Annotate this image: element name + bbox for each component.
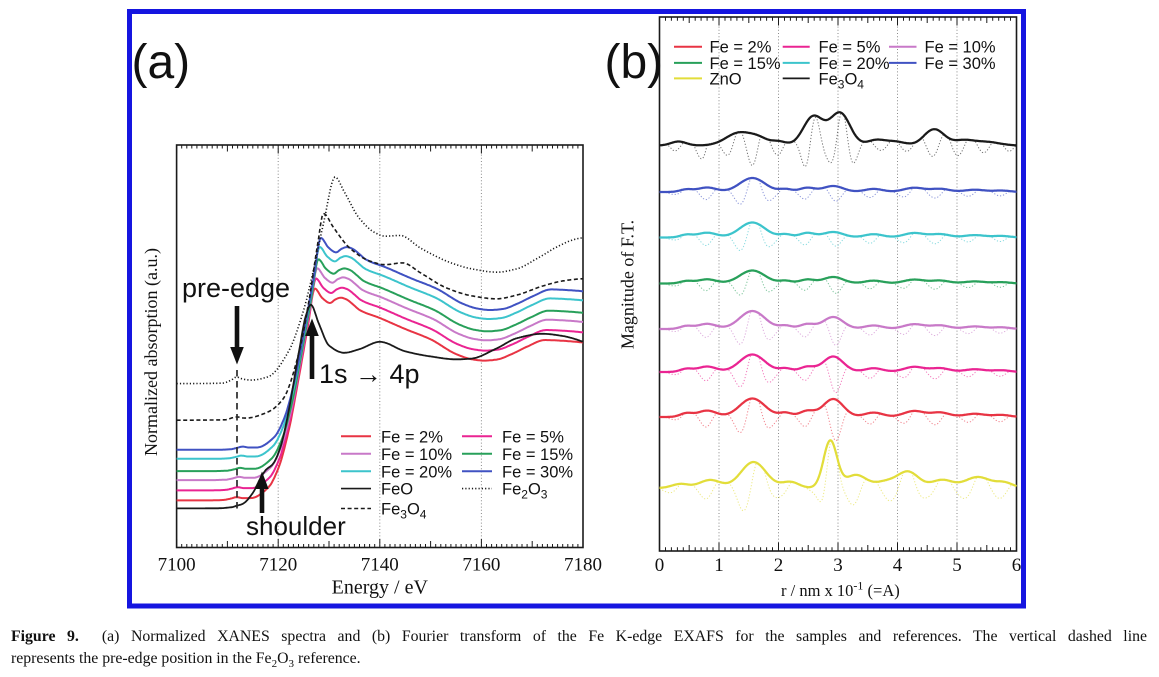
svg-text:Fe = 20%: Fe = 20% [819,55,890,73]
svg-text:r / nm x 10-1 (=A): r / nm x 10-1 (=A) [781,579,900,601]
svg-text:7120: 7120 [259,555,297,576]
svg-text:Fe = 5%: Fe = 5% [502,428,564,446]
svg-text:5: 5 [952,555,962,576]
svg-text:7140: 7140 [361,555,399,576]
svg-text:6: 6 [1012,555,1022,576]
svg-text:Fe3O4: Fe3O4 [819,70,865,91]
svg-text:(a): (a) [132,36,191,89]
svg-text:Fe = 20%: Fe = 20% [381,463,452,481]
svg-text:FeO: FeO [381,481,413,499]
svg-text:Fe = 10%: Fe = 10% [381,446,452,464]
svg-text:Fe3O4: Fe3O4 [381,501,427,522]
svg-text:1: 1 [714,555,724,576]
svg-text:ZnO: ZnO [710,70,742,88]
svg-text:Energy / eV: Energy / eV [332,577,429,599]
svg-text:Fe = 15%: Fe = 15% [710,55,781,73]
svg-text:7160: 7160 [462,555,500,576]
svg-text:(b): (b) [605,36,664,89]
svg-text:1s → 4p: 1s → 4p [319,359,420,389]
svg-text:7180: 7180 [564,555,602,576]
svg-text:Fe = 30%: Fe = 30% [925,55,996,73]
svg-text:Fe = 2%: Fe = 2% [381,428,443,446]
svg-text:Normalized absorption (a.u.): Normalized absorption (a.u.) [141,248,162,456]
svg-text:4: 4 [893,555,903,576]
svg-text:pre-edge: pre-edge [182,273,290,303]
svg-text:Fe = 30%: Fe = 30% [502,463,573,481]
svg-text:0: 0 [655,555,665,576]
svg-text:Fe = 2%: Fe = 2% [710,39,772,57]
svg-text:3: 3 [833,555,843,576]
svg-text:Magnitude of F.T.: Magnitude of F.T. [618,220,638,349]
svg-text:Fe2O3: Fe2O3 [502,481,548,502]
svg-text:7100: 7100 [158,555,196,576]
svg-text:2: 2 [774,555,784,576]
svg-text:Fe = 5%: Fe = 5% [819,39,881,57]
svg-text:Fe = 15%: Fe = 15% [502,446,573,464]
svg-text:Fe = 10%: Fe = 10% [925,39,996,57]
svg-text:shoulder: shoulder [246,511,346,541]
